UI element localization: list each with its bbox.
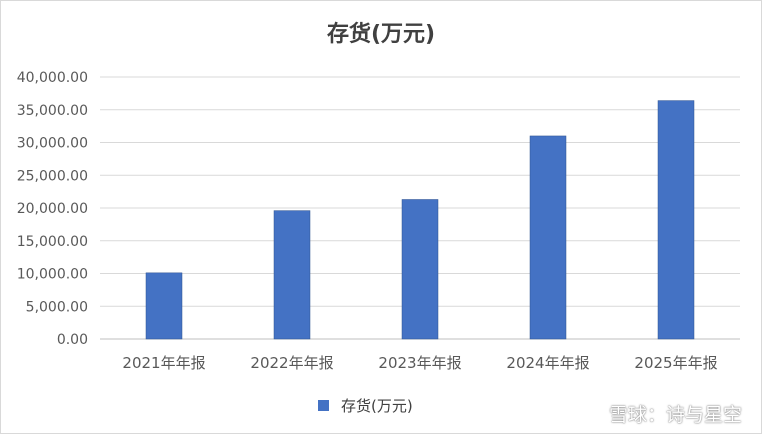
legend: 存货(万元) [318,395,413,416]
x-tick-label: 2024年年报 [506,354,589,372]
x-tick-label: 2022年年报 [250,354,333,372]
y-tick-label: 35,000.00 [17,103,88,119]
legend-label: 存货(万元) [341,397,413,415]
y-tick-label: 10,000.00 [17,267,88,283]
bar [145,272,183,340]
y-tick-label: 20,000.00 [17,201,88,217]
y-tick-label: 30,000.00 [17,136,88,152]
y-tick-label: 5,000.00 [26,299,88,315]
y-tick-label: 40,000.00 [17,70,88,86]
y-tick-label: 0.00 [57,332,88,348]
y-tick-label: 25,000.00 [17,168,88,184]
bar [401,199,439,340]
x-tick-label: 2023年年报 [378,354,461,372]
bar [529,135,567,340]
watermark: 雪球：诗与星空 [581,400,742,427]
x-tick-label: 2025年年报 [634,354,717,372]
bar [657,100,695,340]
y-tick-label: 15,000.00 [17,234,88,250]
watermark-text: 雪球：诗与星空 [608,404,742,426]
x-tick-label: 2021年年报 [122,354,205,372]
xueqiu-logo-icon [581,403,602,424]
bar [273,210,311,340]
legend-swatch [318,400,329,411]
chart-title: 存货(万元) [326,22,436,47]
